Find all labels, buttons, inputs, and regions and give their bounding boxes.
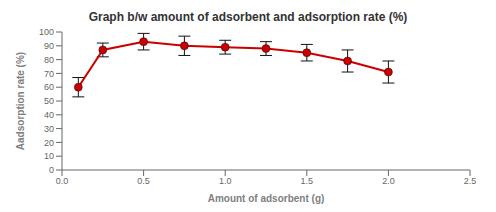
svg-text:40: 40: [44, 110, 54, 120]
svg-text:2.0: 2.0: [382, 176, 395, 186]
svg-text:60: 60: [44, 82, 54, 92]
svg-text:30: 30: [44, 124, 54, 134]
html-text:Graph b/w amount of adsorbent: Graph b/w amount of adsorbent and adsorp…: [88, 10, 408, 24]
svg-text:2.5: 2.5: [464, 176, 477, 186]
svg-text:0.0: 0.0: [56, 176, 69, 186]
svg-text:10: 10: [44, 151, 54, 161]
svg-text:0: 0: [49, 165, 54, 175]
svg-text:100: 100: [39, 27, 54, 37]
svg-text:Aadsorption rate (%): Aadsorption rate (%): [15, 52, 26, 150]
svg-text:20: 20: [44, 138, 54, 148]
svg-text:70: 70: [44, 69, 54, 79]
svg-text:0.5: 0.5: [137, 176, 150, 186]
svg-text:50: 50: [44, 96, 54, 106]
svg-text:90: 90: [44, 41, 54, 51]
svg-text:1.0: 1.0: [219, 176, 232, 186]
svg-text:1.5: 1.5: [301, 176, 314, 186]
svg-text:Amount of adsorbent (g): Amount of adsorbent (g): [208, 193, 325, 204]
svg-text:80: 80: [44, 55, 54, 65]
